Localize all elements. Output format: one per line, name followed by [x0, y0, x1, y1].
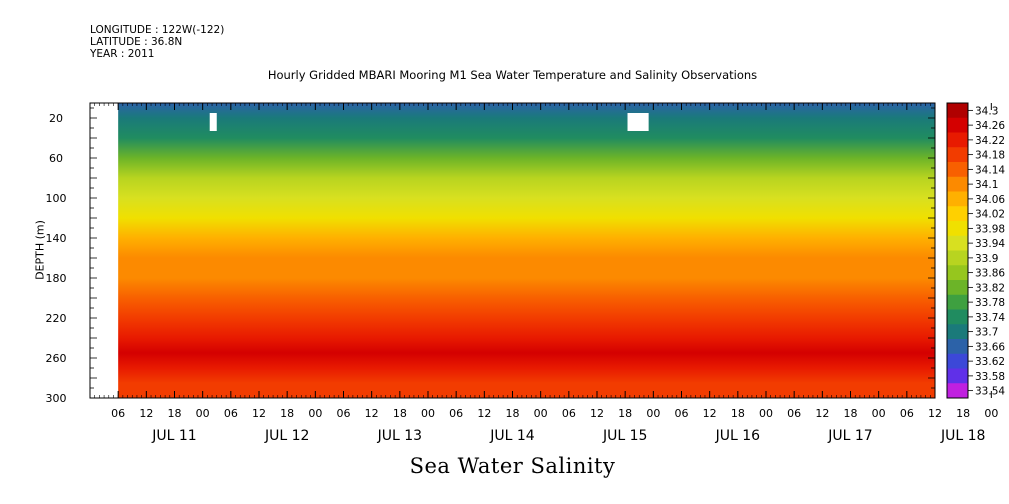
- colorbar-band: [947, 368, 968, 384]
- x-day-label: JUL 18: [940, 428, 985, 444]
- y-tick-label: 260: [46, 352, 67, 365]
- colorbar-label: 34.3: [975, 105, 998, 117]
- longitude-label: LONGITUDE : 122W(-122): [90, 24, 225, 36]
- x-tick-label: 12: [252, 407, 266, 420]
- x-tick-label: 12: [928, 407, 942, 420]
- y-tick-label: 300: [46, 392, 67, 405]
- x-tick-label: 12: [139, 407, 153, 420]
- colorbar-label: 34.14: [975, 164, 1005, 176]
- colorbar-band: [947, 280, 968, 296]
- x-tick-label: 18: [844, 407, 858, 420]
- colorbar-label: 33.82: [975, 282, 1005, 294]
- colorbar-label: 33.86: [975, 268, 1005, 280]
- colorbar-label: 33.9: [975, 253, 998, 265]
- missing-data-region: [627, 113, 649, 131]
- x-tick-label: 06: [449, 407, 463, 420]
- colorbar-band: [947, 176, 968, 192]
- x-tick-label: 18: [618, 407, 632, 420]
- x-day-label: JUL 17: [827, 428, 872, 444]
- x-tick-label: 06: [111, 407, 125, 420]
- x-tick-label: 00: [534, 407, 548, 420]
- x-tick-label: 06: [675, 407, 689, 420]
- missing-data-region: [90, 103, 119, 398]
- colorbar-frame: [946, 102, 969, 399]
- year-label: YEAR : 2011: [90, 48, 155, 60]
- x-tick-label: 06: [224, 407, 238, 420]
- y-tick-label: 180: [46, 272, 67, 285]
- x-day-label: JUL 15: [602, 428, 647, 444]
- x-tick-label: 00: [646, 407, 660, 420]
- colorbar-label: 34.26: [975, 120, 1005, 132]
- y-tick-label: 220: [46, 312, 67, 325]
- colorbar-label: 34.02: [975, 209, 1005, 221]
- x-tick-label: 18: [506, 407, 520, 420]
- colorbar-band: [947, 147, 968, 163]
- colorbar-label: 33.98: [975, 223, 1005, 235]
- colorbar-band: [947, 117, 968, 133]
- x-day-label: JUL 16: [715, 428, 761, 444]
- x-tick-label: 12: [815, 407, 829, 420]
- x-tick-label: 18: [280, 407, 294, 420]
- colorbar-band: [947, 309, 968, 325]
- x-tick-label: 00: [872, 407, 886, 420]
- x-tick-label: 18: [168, 407, 182, 420]
- colorbar-label: 33.78: [975, 297, 1005, 309]
- colorbar-label: 33.74: [975, 312, 1005, 324]
- colorbar-label: 34.18: [975, 150, 1005, 162]
- colorbar-label: 33.62: [975, 356, 1005, 368]
- colorbar-band: [947, 206, 968, 222]
- chart-title: Hourly Gridded MBARI Mooring M1 Sea Wate…: [267, 68, 758, 82]
- colorbar-band: [947, 103, 968, 119]
- x-tick-label: 06: [900, 407, 914, 420]
- colorbar-band: [947, 162, 968, 178]
- x-tick-label: 18: [393, 407, 407, 420]
- colorbar-band: [947, 265, 968, 281]
- x-tick-label: 12: [590, 407, 604, 420]
- y-tick-label: 100: [46, 192, 67, 205]
- x-day-label: JUL 14: [489, 428, 535, 444]
- y-tick-label: 20: [49, 112, 63, 125]
- colorbar-band: [947, 132, 968, 148]
- latitude-label: LATITUDE : 36.8N: [90, 36, 183, 48]
- x-axis-label: Sea Water Salinity: [409, 454, 616, 478]
- colorbar-band: [947, 324, 968, 340]
- x-day-label: JUL 13: [377, 428, 422, 444]
- x-tick-label: 12: [477, 407, 491, 420]
- x-day-label: JUL 12: [264, 428, 309, 444]
- colorbar-label: 34.1: [975, 179, 998, 191]
- colorbar-label: 33.7: [975, 327, 998, 339]
- colorbar-label: 33.94: [975, 238, 1005, 250]
- colorbar-label: 34.22: [975, 135, 1005, 147]
- x-tick-label: 12: [703, 407, 717, 420]
- colorbar-band: [947, 221, 968, 237]
- colorbar-band: [947, 191, 968, 207]
- x-tick-label: 06: [787, 407, 801, 420]
- colorbar-band: [947, 250, 968, 266]
- x-tick-label: 12: [365, 407, 379, 420]
- x-tick-label: 00: [759, 407, 773, 420]
- x-tick-label: 00: [984, 407, 998, 420]
- x-tick-label: 00: [421, 407, 435, 420]
- colorbar-band: [947, 294, 968, 310]
- colorbar-band: [947, 353, 968, 369]
- missing-data-region: [209, 113, 217, 131]
- x-tick-label: 18: [731, 407, 745, 420]
- x-tick-label: 00: [308, 407, 322, 420]
- colorbar-label: 34.06: [975, 194, 1005, 206]
- x-day-label: JUL 11: [151, 428, 196, 444]
- colorbar-label: 33.54: [975, 386, 1005, 398]
- colorbar-band: [947, 339, 968, 355]
- colorbar-band: [947, 383, 968, 399]
- colorbar-label: 33.66: [975, 341, 1005, 353]
- x-tick-label: 00: [196, 407, 210, 420]
- colorbar-label: 33.58: [975, 371, 1005, 383]
- x-tick-label: 06: [562, 407, 576, 420]
- x-tick-label: 18: [956, 407, 970, 420]
- colorbar-band: [947, 235, 968, 251]
- y-tick-label: 140: [46, 232, 67, 245]
- x-tick-label: 06: [337, 407, 351, 420]
- y-tick-label: 60: [49, 152, 63, 165]
- salinity-field: [90, 103, 935, 398]
